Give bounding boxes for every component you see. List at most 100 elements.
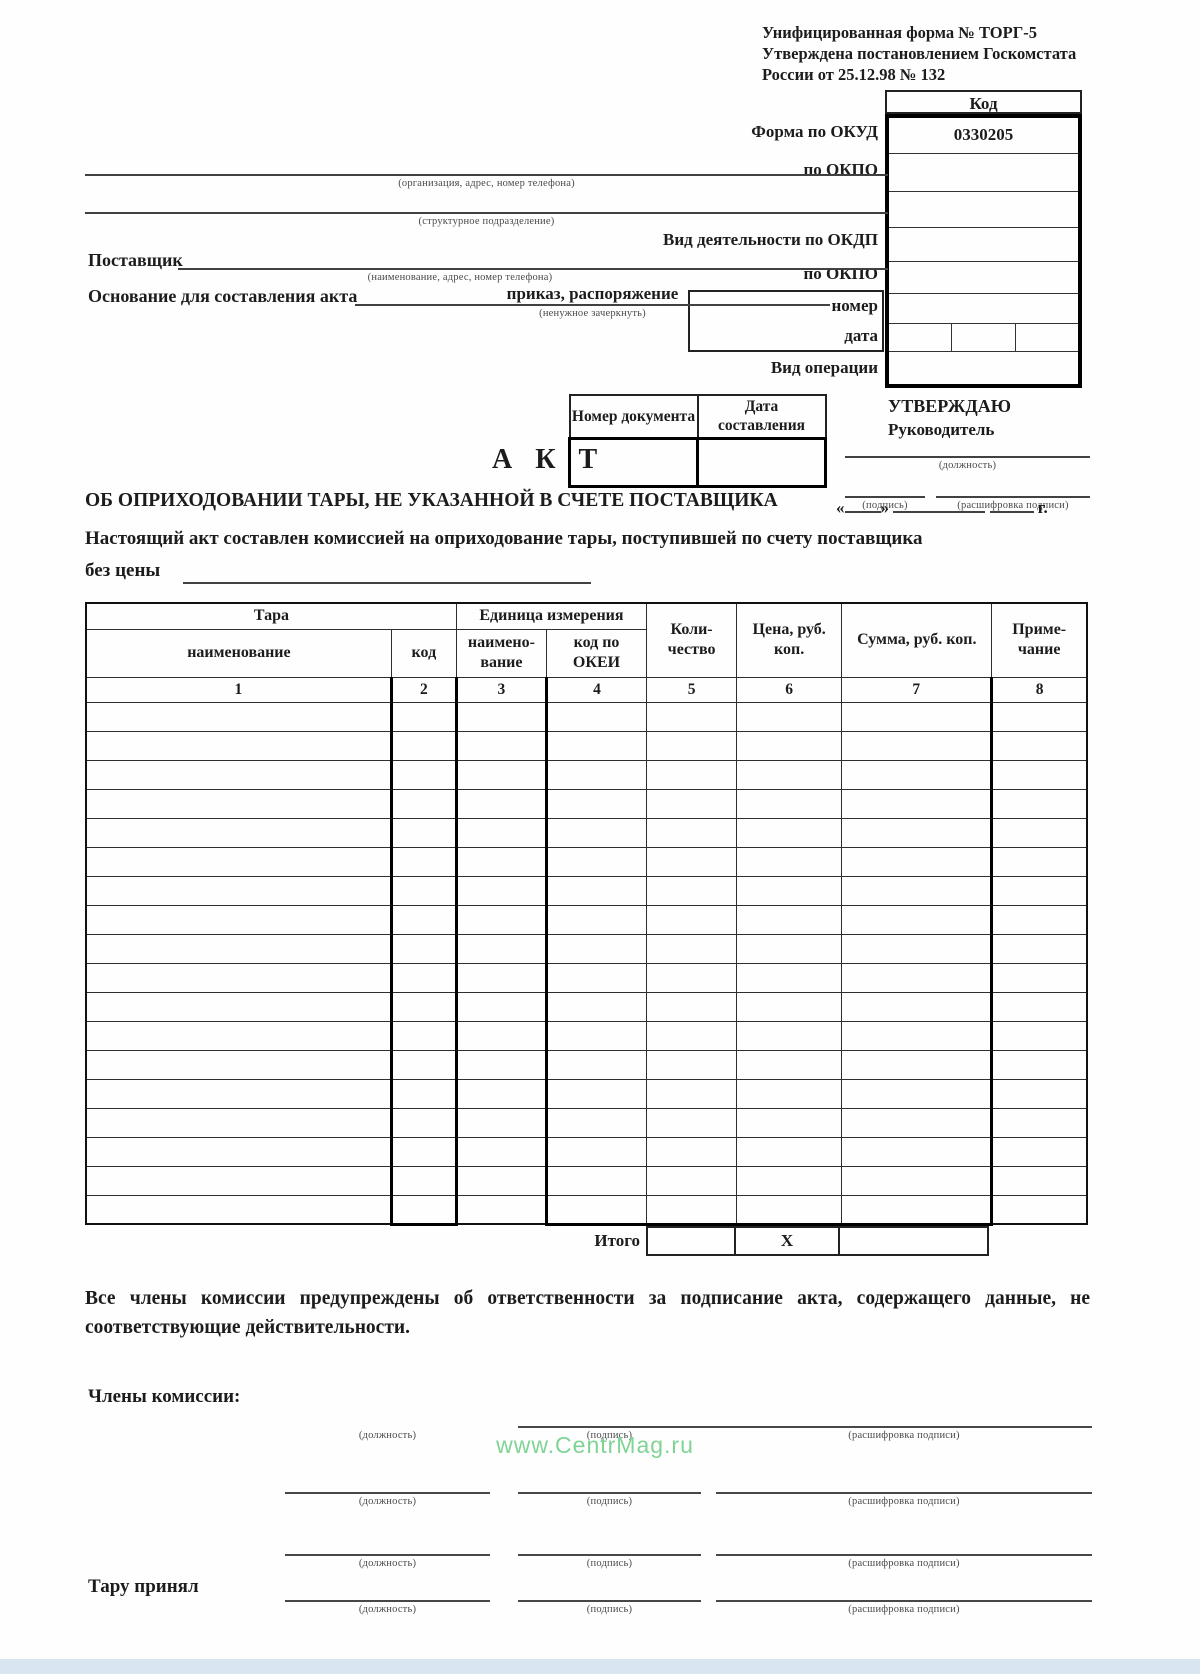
table-cell [544, 759, 648, 790]
table-cell [991, 904, 1088, 935]
form-note-line: Утверждена постановлением Госкомстата [762, 44, 1077, 63]
total-quantity-cell [646, 1225, 736, 1256]
table-row [85, 1107, 1088, 1138]
table-cell [455, 933, 547, 964]
table-cell [646, 1136, 738, 1167]
sig-signature-line [518, 1492, 701, 1494]
table-cell [85, 846, 392, 877]
table-cell [646, 1194, 738, 1226]
table-cell [991, 730, 1088, 761]
items-table: Тара Единица измерения Коли-чество Цена,… [85, 602, 1088, 1226]
table-cell [736, 788, 843, 819]
table-cell [389, 1107, 458, 1138]
table-cell [85, 991, 392, 1022]
table-cell [736, 991, 843, 1022]
table-cell [646, 759, 738, 790]
table-cell [85, 1049, 392, 1080]
number-date-label-box [688, 290, 884, 352]
basis-label: Основание для составления акта [88, 286, 358, 306]
table-cell [389, 1078, 458, 1109]
date-part-cell [1014, 324, 1078, 351]
table-cell [736, 701, 843, 732]
table-cell [991, 817, 1088, 848]
no-price-line [183, 582, 591, 584]
table-cell [646, 1049, 738, 1080]
sig-decode-line [716, 1554, 1092, 1556]
table-cell [544, 933, 648, 964]
table-cell [389, 933, 458, 964]
table-cell [841, 875, 994, 906]
doc-number-header: Номер документа [568, 393, 699, 440]
table-cell [455, 904, 547, 935]
date-part-cell [889, 324, 951, 351]
approve-position-caption: (должность) [938, 460, 997, 471]
header-unit-code: код по ОКЕИ [545, 628, 648, 678]
table-cell [736, 730, 843, 761]
table-cell [646, 875, 738, 906]
table-cell [646, 1020, 738, 1051]
sig-decode-caption: (расшифровка подписи) [848, 1430, 960, 1441]
code-box-header: Код [885, 90, 1082, 114]
approve-role: Руководитель [888, 420, 995, 439]
table-row [85, 991, 1088, 1022]
table-cell [841, 1107, 994, 1138]
table-cell [841, 1136, 994, 1167]
table-cell [544, 1136, 648, 1167]
table-row [85, 933, 1088, 964]
table-cell [991, 1020, 1088, 1051]
total-row: Итого X [85, 1225, 1088, 1256]
sig-position-caption: (должность) [358, 1430, 417, 1441]
division-line [85, 212, 888, 214]
table-cell [544, 1020, 648, 1051]
table-cell [736, 933, 843, 964]
table-row [85, 846, 1088, 877]
table-cell [85, 904, 392, 935]
table-cell [455, 1136, 547, 1167]
table-cell [85, 817, 392, 848]
header-name: наименование [85, 628, 392, 678]
table-cell [389, 962, 458, 993]
table-cell [544, 846, 648, 877]
table-cell [736, 846, 843, 877]
no-price-label: без цены [85, 560, 161, 581]
table-cell [455, 1165, 547, 1196]
table-cell [991, 701, 1088, 732]
table-cell [389, 846, 458, 877]
table-cell [646, 730, 738, 761]
table-row [85, 817, 1088, 848]
date-label: дата [844, 326, 878, 345]
table-cell [389, 1136, 458, 1167]
basis-value: приказ, распоряжение [506, 284, 679, 303]
supplier-label: Поставщик [88, 250, 183, 270]
basis-caption: (ненужное зачеркнуть) [539, 308, 646, 319]
doc-number-code-cell [889, 294, 1078, 324]
table-cell [736, 1020, 843, 1051]
table-cell [991, 875, 1088, 906]
code-box: 0330205 [885, 114, 1082, 388]
sig-position-caption: (должность) [358, 1558, 417, 1569]
table-body [85, 701, 1088, 1226]
table-cell [85, 875, 392, 906]
table-cell [85, 701, 392, 732]
table-cell [544, 991, 648, 1022]
table-cell [389, 1194, 458, 1226]
sig-position-line [285, 1600, 490, 1602]
table-cell [991, 1049, 1088, 1080]
sig-decode-caption: (расшифровка подписи) [848, 1604, 960, 1615]
sig-position-caption: (должность) [358, 1604, 417, 1615]
column-number-row: 1 2 3 4 5 6 7 8 [85, 676, 1088, 703]
table-cell [841, 1078, 994, 1109]
col-number: 1 [85, 676, 392, 703]
header-quantity: Коли-чество [646, 602, 738, 678]
date-year-suffix: г. [1037, 498, 1048, 517]
sig-position-line [285, 1554, 490, 1556]
table-cell [841, 933, 994, 964]
sig-decode-line [716, 1600, 1092, 1602]
table-cell [544, 701, 648, 732]
table-cell [85, 933, 392, 964]
col-number: 2 [389, 676, 458, 703]
table-cell [991, 1194, 1088, 1225]
table-row [85, 788, 1088, 819]
table-cell [85, 1194, 392, 1225]
table-cell [991, 1136, 1088, 1167]
